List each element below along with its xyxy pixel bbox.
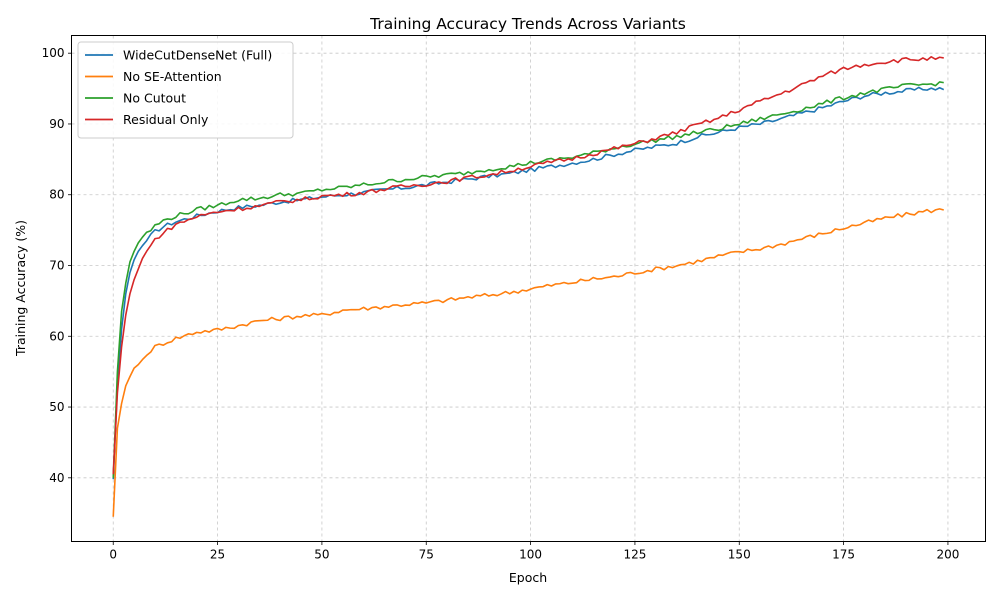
y-tick-label: 50 (49, 400, 64, 414)
series-line-residual-only (112, 56, 944, 475)
series-line-no-cutout (112, 81, 944, 478)
y-tick-label: 80 (49, 188, 64, 202)
y-tick-label: 90 (49, 117, 64, 131)
series-line-no-se-attention (112, 208, 944, 517)
series-line-widecutdensenet-full (112, 86, 945, 480)
legend-label: No SE-Attention (123, 69, 222, 84)
x-tick-label: 50 (314, 548, 329, 562)
legend-label: Residual Only (123, 112, 209, 127)
x-axis: 0 25 50 75 100 125 150 175 200 (109, 541, 959, 562)
x-tick-label: 0 (109, 548, 117, 562)
x-tick-label: 200 (936, 548, 959, 562)
y-tick-label: 40 (49, 471, 64, 485)
legend-label: WideCutDenseNet (Full) (123, 48, 272, 63)
x-tick-label: 125 (623, 548, 646, 562)
x-tick-label: 25 (210, 548, 225, 562)
series-lines (112, 56, 945, 517)
legend: WideCutDenseNet (Full) No SE-Attention No … (77, 41, 294, 139)
y-tick-label: 100 (42, 46, 65, 60)
x-tick-label: 100 (519, 548, 542, 562)
x-tick-label: 175 (832, 548, 855, 562)
y-axis: 40 50 60 70 80 90 100 (42, 46, 72, 485)
y-tick-label: 60 (49, 329, 64, 343)
x-tick-label: 150 (728, 548, 751, 562)
legend-label: No Cutout (123, 91, 186, 106)
chart-title: Training Accuracy Trends Across Variants (369, 15, 686, 33)
y-tick-label: 70 (49, 259, 64, 273)
x-tick-label: 75 (419, 548, 434, 562)
y-axis-label: Training Accuracy (%) (13, 220, 28, 357)
legend-box (77, 41, 294, 139)
x-axis-label: Epoch (509, 570, 547, 585)
plot-area-frame (71, 35, 986, 542)
